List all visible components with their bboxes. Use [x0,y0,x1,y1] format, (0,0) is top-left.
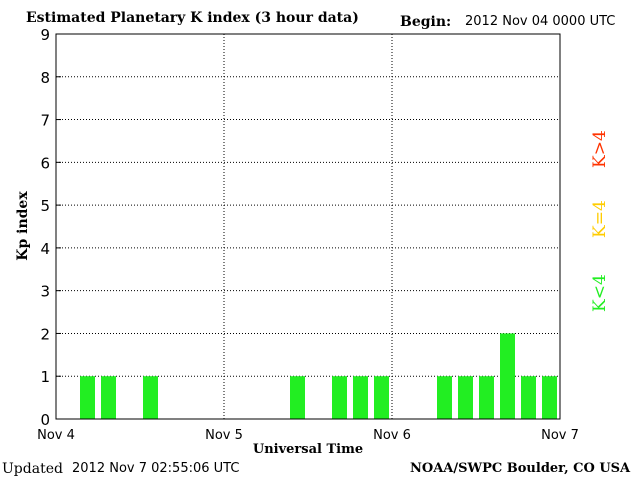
kp-bar [143,376,158,419]
source-credit: NOAA/SWPC Boulder, CO USA [410,461,631,476]
kp-bar [521,376,536,419]
y-tick-label: 7 [40,112,50,130]
kp-bar [332,376,347,419]
kp-bar [437,376,452,419]
y-tick-label: 0 [40,411,50,429]
y-tick-label: 3 [40,283,50,301]
kp-bar [458,376,473,419]
kp-bar [101,376,116,419]
kp-bar [479,376,494,419]
y-tick-label: 6 [40,154,50,172]
legend-k-greater-4: K>4 [590,130,610,168]
bars [80,333,557,419]
y-tick-label: 1 [40,368,50,386]
begin-label: Begin: [400,14,452,30]
kp-bar [290,376,305,419]
kp-bar [500,333,515,419]
y-tick-label: 5 [40,197,50,215]
y-axis-label: Kp index [15,191,31,261]
kp-bar [80,376,95,419]
kp-bar [374,376,389,419]
begin-value: 2012 Nov 04 0000 UTC [465,14,616,29]
updated-label: Updated [2,461,63,477]
legend-k-equal-4: K=4 [590,200,610,238]
plot-frame [55,33,561,420]
x-tick-label: Nov 7 [541,428,579,443]
grid [56,33,560,419]
x-tick-labels: Nov 4 Nov 5 Nov 6 Nov 7 [37,428,579,443]
x-tick-label: Nov 6 [373,428,411,443]
y-tick-label: 9 [40,26,50,44]
x-tick-label: Nov 4 [37,428,75,443]
updated-value: 2012 Nov 7 02:55:06 UTC [72,461,240,476]
y-tick-labels: 0 1 2 3 4 5 6 7 8 9 [40,26,61,429]
chart-title: Estimated Planetary K index (3 hour data… [26,10,359,26]
y-tick-label: 2 [40,325,50,343]
legend-k-less-4: K<4 [590,274,610,312]
x-axis-label: Universal Time [253,442,363,457]
y-tick-label: 4 [40,240,50,258]
kp-bar [542,376,557,419]
x-tick-label: Nov 5 [205,428,243,443]
y-tick-label: 8 [40,69,50,87]
kp-bar [353,376,368,419]
